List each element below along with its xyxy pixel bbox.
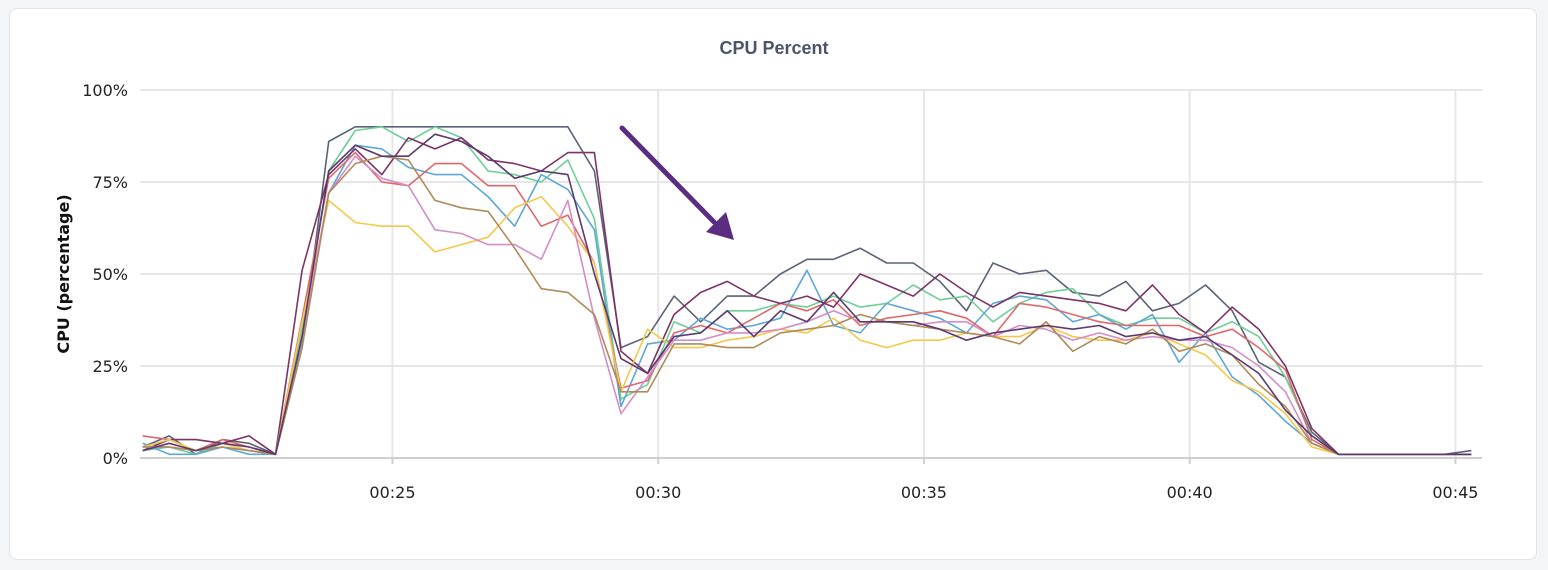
- series-line-4: [142, 151, 1472, 456]
- chart-title: CPU Percent: [719, 38, 828, 58]
- y-tick-labels: 0% 25% 50% 75% 100%: [82, 81, 128, 468]
- series-line-1: [142, 126, 1472, 456]
- series-line-5: [142, 137, 1472, 456]
- y-tick-label: 0%: [103, 449, 128, 468]
- x-tick-label: 00:45: [1432, 483, 1478, 502]
- y-tick-label: 50%: [92, 265, 128, 284]
- series-line-3: [142, 144, 1472, 456]
- arrow-head: [706, 212, 734, 240]
- series-line-2: [142, 126, 1472, 456]
- series-line-8: [142, 155, 1472, 456]
- y-tick-label: 25%: [92, 357, 128, 376]
- y-axis-title: CPU (percentage): [54, 194, 73, 353]
- annotation-arrow-icon: [619, 125, 734, 240]
- chart-card: [9, 8, 1537, 560]
- series-line-9: [142, 133, 1472, 456]
- arrow-shaft: [619, 125, 717, 225]
- x-tick-label: 00:30: [635, 483, 681, 502]
- x-tick-labels: 00:25 00:30 00:35 00:40 00:45: [369, 483, 1478, 502]
- axes: [140, 457, 1482, 464]
- y-tick-label: 100%: [82, 81, 128, 100]
- x-tick-label: 00:25: [369, 483, 415, 502]
- y-tick-label: 75%: [92, 173, 128, 192]
- x-tick-label: 00:40: [1167, 483, 1213, 502]
- series-layer: [142, 126, 1472, 456]
- series-line-6: [142, 195, 1472, 456]
- x-tick-label: 00:35: [901, 483, 947, 502]
- series-line-7: [142, 155, 1472, 456]
